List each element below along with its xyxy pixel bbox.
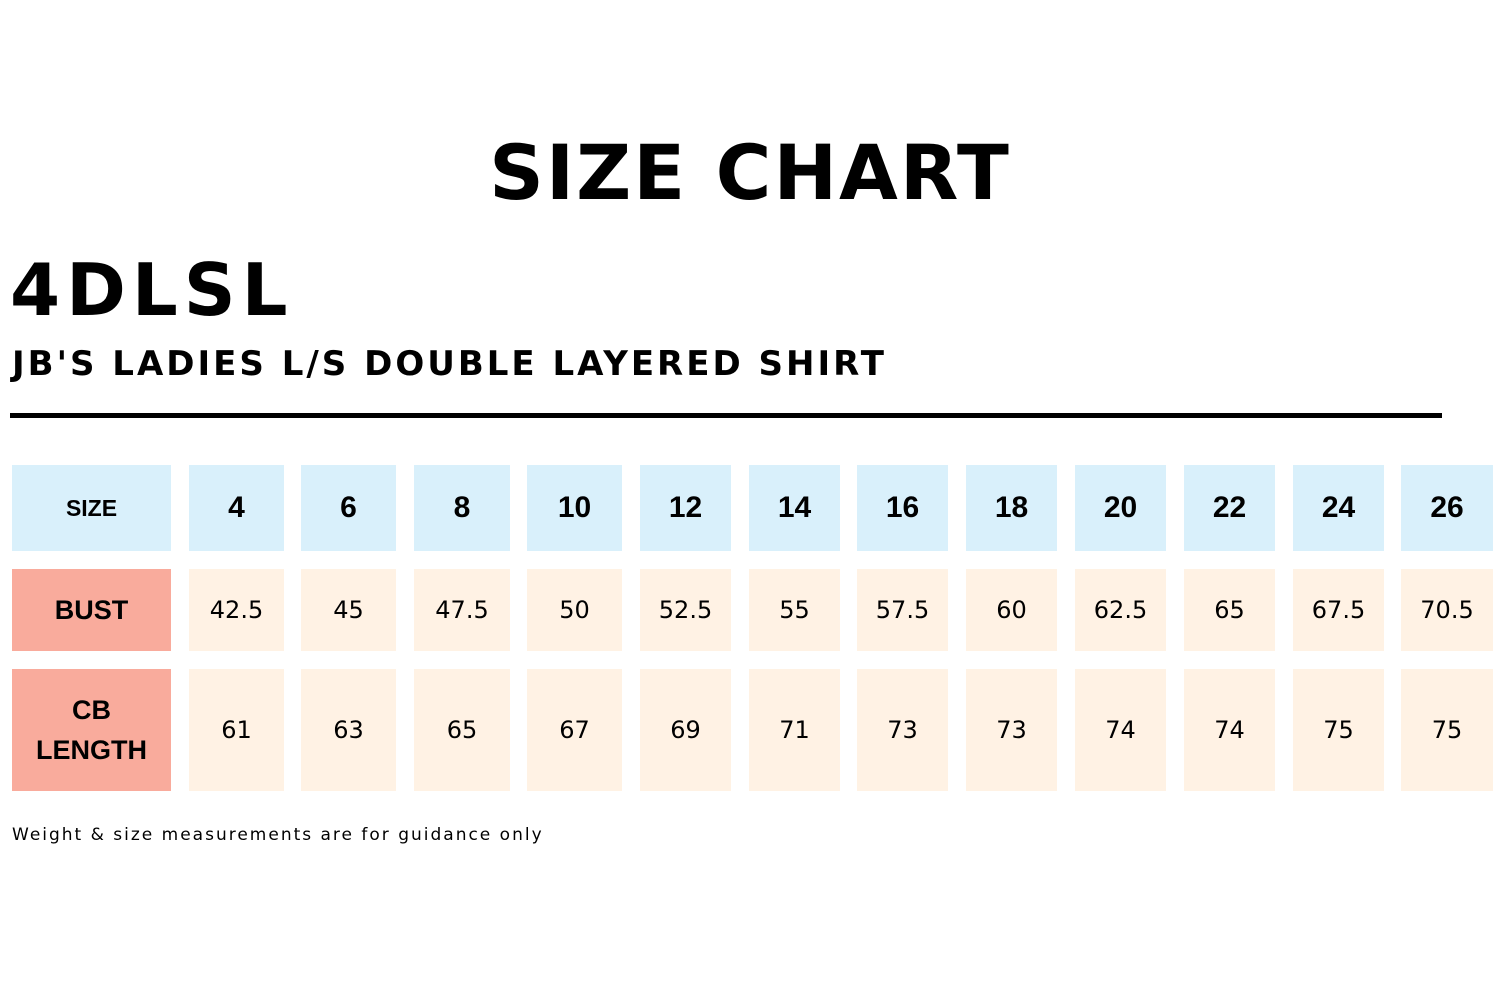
size-header-cell: 24 [1293,465,1384,551]
row-label: CB LENGTH [12,669,171,791]
measurement-cell: 75 [1293,669,1384,791]
size-table: SIZE 4 6 8 10 12 14 16 18 20 22 24 26 BUST 42.5 45 47.5 5… [12,465,1493,791]
size-header-cell: 16 [857,465,948,551]
size-header-cell: 10 [527,465,622,551]
size-header-cell: 6 [301,465,396,551]
measurement-cell: 74 [1075,669,1166,791]
measurement-cell: 42.5 [189,569,284,651]
measurement-cell: 67.5 [1293,569,1384,651]
measurement-cell: 63 [301,669,396,791]
size-header-cell: 8 [414,465,510,551]
row-label: BUST [12,569,171,651]
size-header-label: SIZE [12,465,171,551]
measurement-cell: 50 [527,569,622,651]
measurement-cell: 45 [301,569,396,651]
measurement-cell: 65 [414,669,510,791]
measurement-cell: 73 [857,669,948,791]
size-header-cell: 14 [749,465,840,551]
size-header-cell: 18 [966,465,1057,551]
measurement-cell: 73 [966,669,1057,791]
measurement-cell: 74 [1184,669,1275,791]
size-header-cell: 12 [640,465,731,551]
measurement-cell: 60 [966,569,1057,651]
measurement-cell: 47.5 [414,569,510,651]
measurement-cell: 62.5 [1075,569,1166,651]
measurement-cell: 57.5 [857,569,948,651]
measurement-cell: 61 [189,669,284,791]
measurement-cell: 67 [527,669,622,791]
product-code: 4DLSL [10,248,294,332]
size-header-cell: 20 [1075,465,1166,551]
measurement-cell: 52.5 [640,569,731,651]
measurement-cell: 69 [640,669,731,791]
title-divider [10,413,1442,418]
measurement-cell: 55 [749,569,840,651]
product-name: JB'S LADIES L/S DOUBLE LAYERED SHIRT [12,344,887,384]
measurement-cell: 75 [1401,669,1493,791]
measurement-cell: 65 [1184,569,1275,651]
size-header-cell: 22 [1184,465,1275,551]
page-title: SIZE CHART [489,128,1011,217]
guidance-footnote: Weight & size measurements are for guida… [12,825,544,845]
measurement-cell: 71 [749,669,840,791]
size-header-cell: 4 [189,465,284,551]
measurement-cell: 70.5 [1401,569,1493,651]
size-header-cell: 26 [1401,465,1493,551]
